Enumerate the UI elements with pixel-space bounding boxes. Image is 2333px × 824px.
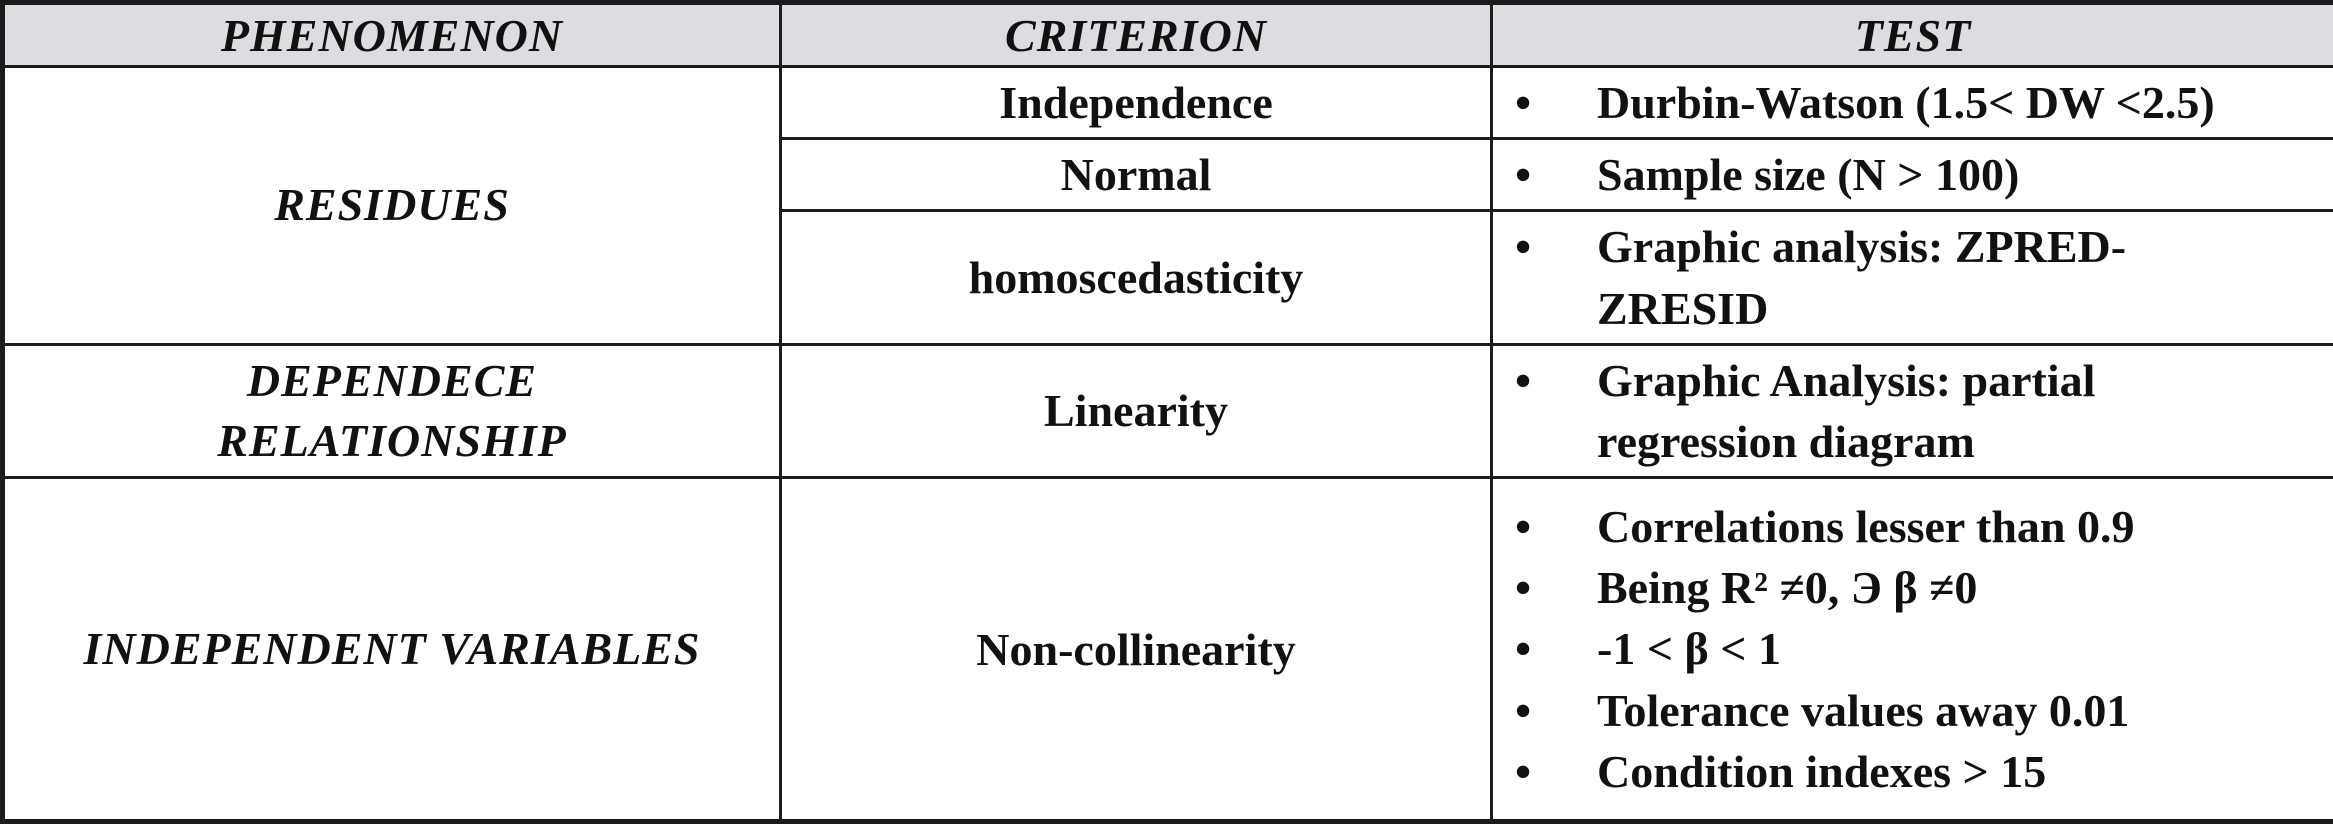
cell-phenomenon-dependece-relationship: DEPENDECE RELATIONSHIP bbox=[3, 344, 781, 477]
cell-phenomenon-independent-variables: INDEPENDENT VARIABLES bbox=[3, 478, 781, 822]
test-item: Sample size (N > 100) bbox=[1515, 144, 2323, 205]
table-row: RESIDUES Independence Durbin-Watson (1.5… bbox=[3, 67, 2333, 139]
test-item: Being R² ≠0, Э β ≠0 bbox=[1515, 557, 2323, 618]
test-item: -1 < β < 1 bbox=[1515, 618, 2323, 679]
test-item: Graphic analysis: ZPRED- ZRESID bbox=[1515, 216, 2323, 338]
test-item: Durbin-Watson (1.5< DW <2.5) bbox=[1515, 72, 2323, 133]
cell-test-non-collinearity: Correlations lesser than 0.9 Being R² ≠0… bbox=[1492, 478, 2333, 822]
test-item: Condition indexes > 15 bbox=[1515, 741, 2323, 802]
test-list: Graphic analysis: ZPRED- ZRESID bbox=[1515, 216, 2323, 338]
header-phenomenon: PHENOMENON bbox=[3, 3, 781, 67]
cell-test-normal: Sample size (N > 100) bbox=[1492, 139, 2333, 211]
table-row: INDEPENDENT VARIABLES Non-collinearity C… bbox=[3, 478, 2333, 822]
page: PHENOMENON CRITERION TEST RESIDUES Indep… bbox=[0, 0, 2333, 798]
test-item: Graphic Analysis: partial regression dia… bbox=[1515, 350, 2323, 472]
test-list: Sample size (N > 100) bbox=[1515, 144, 2323, 205]
cell-criterion-linearity: Linearity bbox=[781, 344, 1492, 477]
cell-test-linearity: Graphic Analysis: partial regression dia… bbox=[1492, 344, 2333, 477]
test-list: Graphic Analysis: partial regression dia… bbox=[1515, 350, 2323, 472]
cell-phenomenon-residues: RESIDUES bbox=[3, 67, 781, 345]
cell-test-homoscedasticity: Graphic analysis: ZPRED- ZRESID bbox=[1492, 211, 2333, 344]
test-item: Correlations lesser than 0.9 bbox=[1515, 496, 2323, 557]
test-list: Correlations lesser than 0.9 Being R² ≠0… bbox=[1515, 496, 2323, 802]
header-test: TEST bbox=[1492, 3, 2333, 67]
header-row: PHENOMENON CRITERION TEST bbox=[3, 3, 2333, 67]
header-criterion: CRITERION bbox=[781, 3, 1492, 67]
cell-test-independence: Durbin-Watson (1.5< DW <2.5) bbox=[1492, 67, 2333, 139]
cell-criterion-normal: Normal bbox=[781, 139, 1492, 211]
test-list: Durbin-Watson (1.5< DW <2.5) bbox=[1515, 72, 2323, 133]
table-row: DEPENDECE RELATIONSHIP Linearity Graphic… bbox=[3, 344, 2333, 477]
test-item: Tolerance values away 0.01 bbox=[1515, 680, 2323, 741]
cell-criterion-non-collinearity: Non-collinearity bbox=[781, 478, 1492, 822]
cell-criterion-homoscedasticity: homoscedasticity bbox=[781, 211, 1492, 344]
cell-criterion-independence: Independence bbox=[781, 67, 1492, 139]
